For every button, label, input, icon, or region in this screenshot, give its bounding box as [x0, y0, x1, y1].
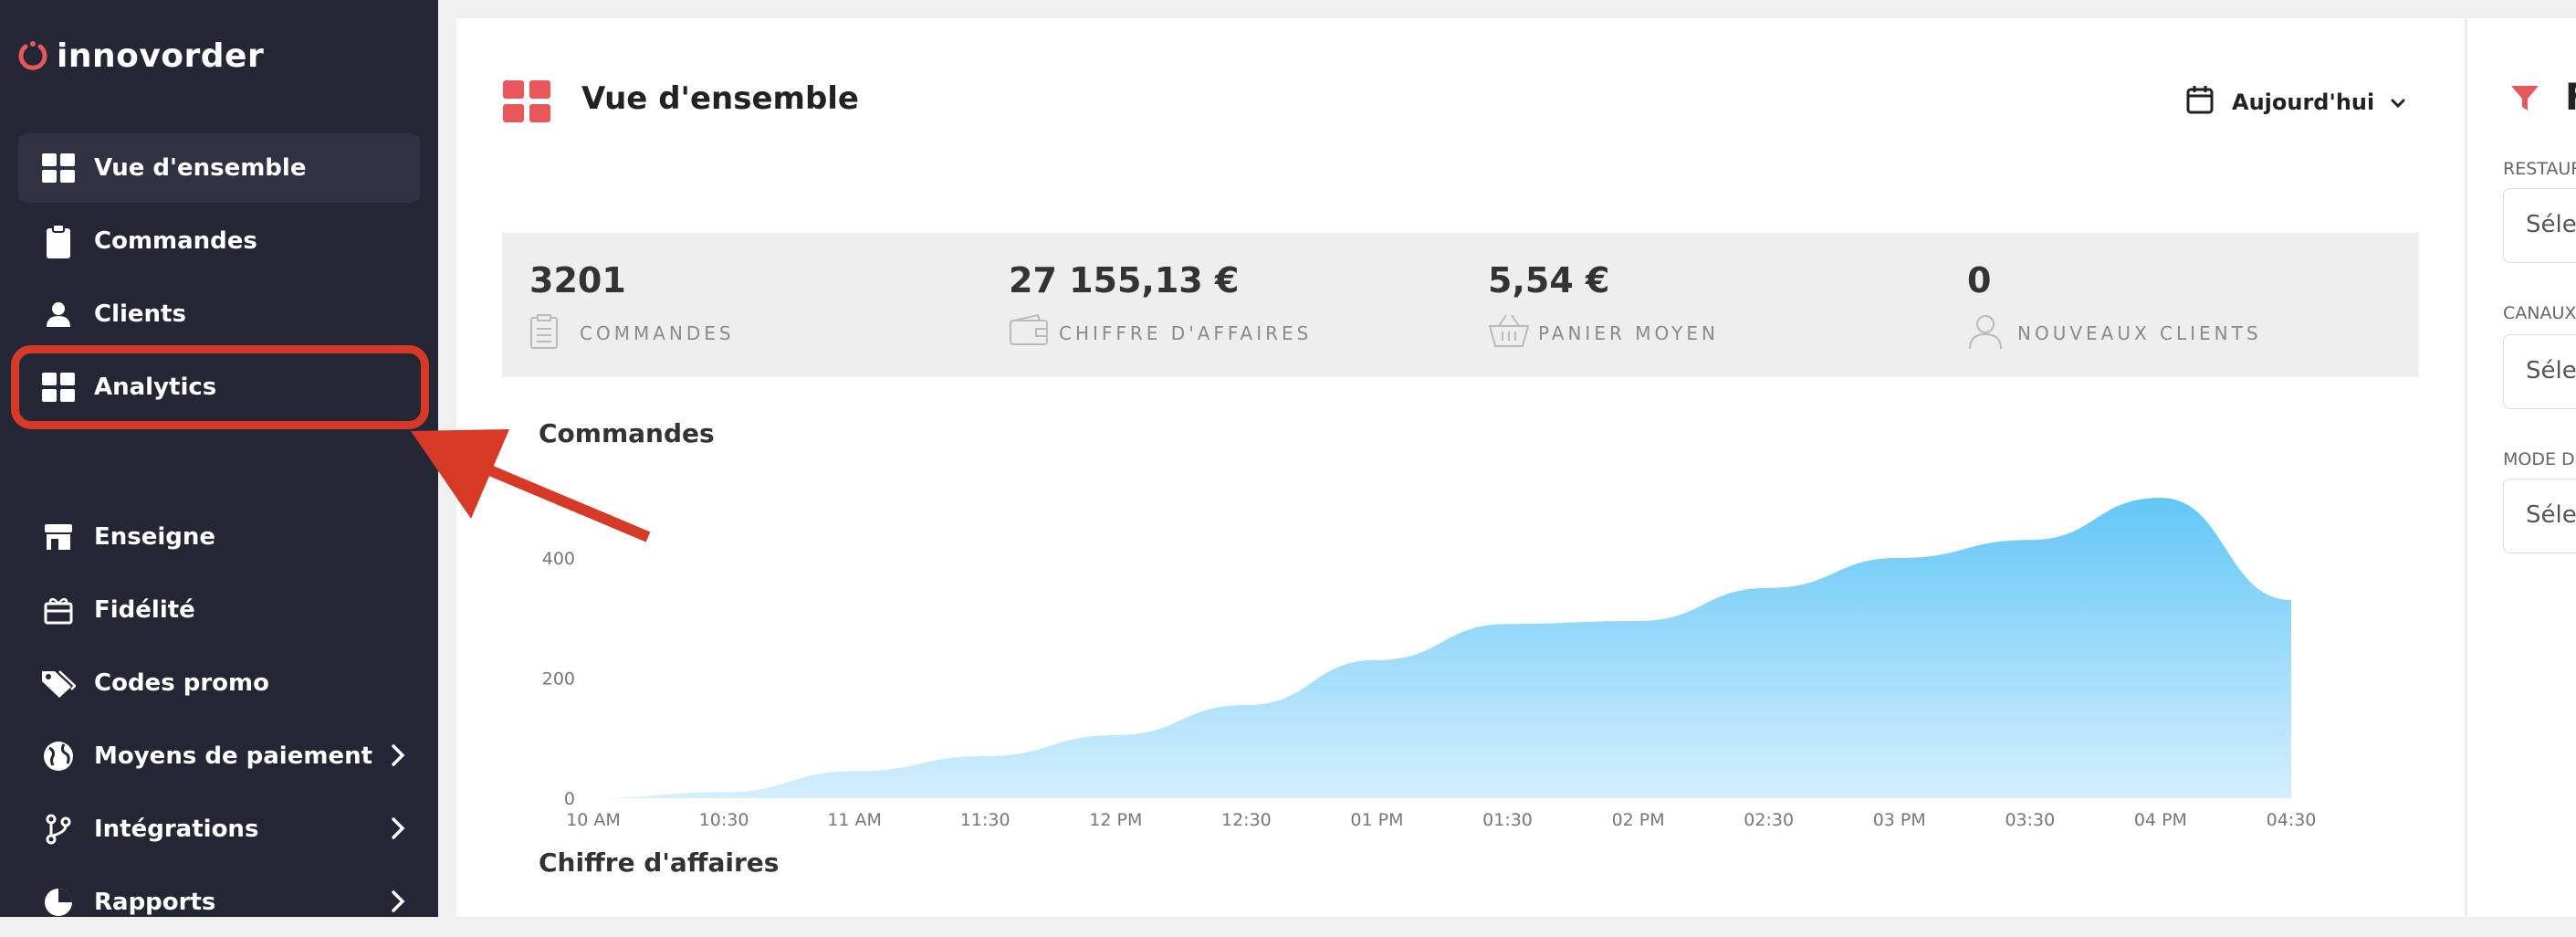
sidebar-item-label: Clients [94, 300, 186, 328]
kpi-label: CHIFFRE D'AFFAIRES [1059, 322, 1313, 344]
kpi-average-basket: 5,54 € PANIER MOYEN [1488, 260, 1715, 347]
sidebar-item-label: Commandes [94, 227, 257, 255]
innovorder-logo-icon [18, 41, 47, 70]
logo-text: innovorder [57, 37, 265, 75]
kpi-value: 27 155,13 € [1009, 260, 1240, 300]
sidebar-item-label: Fidélité [94, 596, 195, 624]
sidebar-item-enseigne[interactable]: Enseigne [18, 502, 420, 572]
sidebar-item-label: Intégrations [94, 816, 259, 843]
sidebar-item-codes-promo[interactable]: Codes promo [18, 648, 420, 718]
kpi-orders: 3201 COMMANDES [529, 260, 731, 349]
filter-panel-title: F [2565, 77, 2576, 119]
sidebar-item-integrations[interactable]: Intégrations [18, 795, 420, 864]
x-tick-label: 03 PM [1873, 810, 1926, 830]
x-tick-label: 01:30 [1482, 810, 1533, 830]
sidebar-item-commandes[interactable]: Commandes [18, 206, 420, 276]
kpi-label: PANIER MOYEN [1538, 322, 1719, 344]
sidebar-item-label: Rapports [94, 889, 216, 916]
globe-icon [40, 738, 77, 774]
user-icon [40, 296, 77, 332]
date-filter-dropdown[interactable]: Aujourd'hui [2186, 82, 2405, 122]
x-tick-label: 10 AM [566, 810, 621, 830]
sidebar-item-vue-ensemble[interactable]: Vue d'ensemble [18, 133, 420, 203]
sidebar-item-rapports[interactable]: Rapports [18, 868, 420, 937]
kpi-value: 5,54 € [1488, 260, 1610, 300]
orders-area-chart: 0 200 400 10 AM 10:30 11 AM 11:30 12 PM 12:30 01… [542, 498, 2317, 830]
calendar-icon [2186, 85, 2214, 120]
sidebar-item-label: Enseigne [94, 523, 216, 551]
x-tick-label: 02:30 [1744, 810, 1794, 830]
callout-arrow [411, 429, 651, 542]
sidebar: innovorder Vue d'ensemble Commandes Clie… [0, 0, 438, 917]
chevron-right-icon [391, 890, 405, 920]
select-placeholder: Sélec [2526, 211, 2576, 238]
y-tick-label: 400 [542, 549, 575, 569]
date-filter-value: Aujourd'hui [2232, 89, 2375, 115]
revenue-section-title: Chiffre d'affaires [539, 848, 780, 878]
mode-filter-label: MODE D [2503, 449, 2575, 469]
user-outline-icon [1967, 313, 2004, 353]
basket-icon [1488, 313, 1530, 352]
wallet-icon [1009, 313, 1049, 350]
mode-select[interactable]: Sélec [2503, 479, 2576, 553]
chevron-down-icon [2391, 89, 2405, 115]
kpi-value: 3201 [529, 260, 626, 300]
store-icon [40, 519, 77, 555]
x-tick-label: 10:30 [699, 810, 749, 830]
sidebar-item-analytics[interactable]: Analytics [18, 353, 420, 422]
gift-icon [40, 592, 77, 628]
grid-icon [40, 150, 77, 186]
y-tick-label: 200 [542, 669, 575, 689]
sidebar-item-label: Vue d'ensemble [94, 154, 307, 182]
channels-filter-label: CANAUX [2503, 303, 2576, 323]
kpi-new-clients: 0 NOUVEAUX CLIENTS [1967, 260, 2258, 350]
clipboard-outline-icon [529, 313, 559, 353]
filter-icon [2510, 84, 2539, 117]
x-tick-label: 04:30 [2267, 810, 2317, 830]
chevron-right-icon [391, 743, 405, 774]
x-tick-label: 01 PM [1350, 810, 1403, 830]
pie-icon [40, 884, 77, 921]
sidebar-item-label: Codes promo [94, 669, 269, 697]
integration-icon [40, 811, 77, 848]
sidebar-item-label: Analytics [94, 374, 217, 401]
kpi-value: 0 [1967, 260, 1992, 300]
sidebar-item-fidelite[interactable]: Fidélité [18, 575, 420, 645]
restaurant-select[interactable]: Sélec [2503, 188, 2576, 263]
restaurant-filter-label: RESTAUR [2503, 159, 2576, 179]
chevron-right-icon [391, 816, 405, 847]
orders-section-title: Commandes [539, 418, 715, 448]
sidebar-item-clients[interactable]: Clients [18, 279, 420, 349]
filter-panel [2466, 18, 2576, 917]
sidebar-item-label: Moyens de paiement [94, 742, 373, 770]
x-tick-label: 03:30 [2005, 810, 2055, 830]
orders-area-series [593, 498, 2291, 798]
select-placeholder: Sélec [2526, 501, 2576, 529]
x-tick-label: 11 AM [827, 810, 882, 830]
app-logo[interactable]: innovorder [16, 33, 264, 79]
kpi-summary-bar: 3201 COMMANDES 27 155,13 € CHIFFRE D'AFF… [502, 233, 2419, 377]
channels-select[interactable]: Sélec [2503, 334, 2576, 409]
highlight-box [11, 345, 429, 429]
kpi-label: NOUVEAUX CLIENTS [2017, 322, 2262, 344]
clipboard-icon [40, 223, 77, 259]
x-tick-label: 11:30 [960, 810, 1011, 830]
y-tick-label: 0 [564, 789, 575, 809]
select-placeholder: Sélec [2526, 357, 2576, 384]
tag-icon [40, 665, 77, 701]
page-title: Vue d'ensemble [581, 80, 859, 117]
overview-grid-icon [503, 80, 550, 126]
x-tick-label: 12 PM [1089, 810, 1142, 830]
kpi-revenue: 27 155,13 € CHIFFRE D'AFFAIRES [1009, 260, 1308, 345]
grid-icon [40, 369, 77, 405]
kpi-label: COMMANDES [580, 322, 735, 344]
x-tick-label: 12:30 [1221, 810, 1272, 830]
sidebar-item-moyens-paiement[interactable]: Moyens de paiement [18, 721, 420, 791]
x-tick-label: 04 PM [2134, 810, 2187, 830]
x-tick-label: 02 PM [1612, 810, 1665, 830]
